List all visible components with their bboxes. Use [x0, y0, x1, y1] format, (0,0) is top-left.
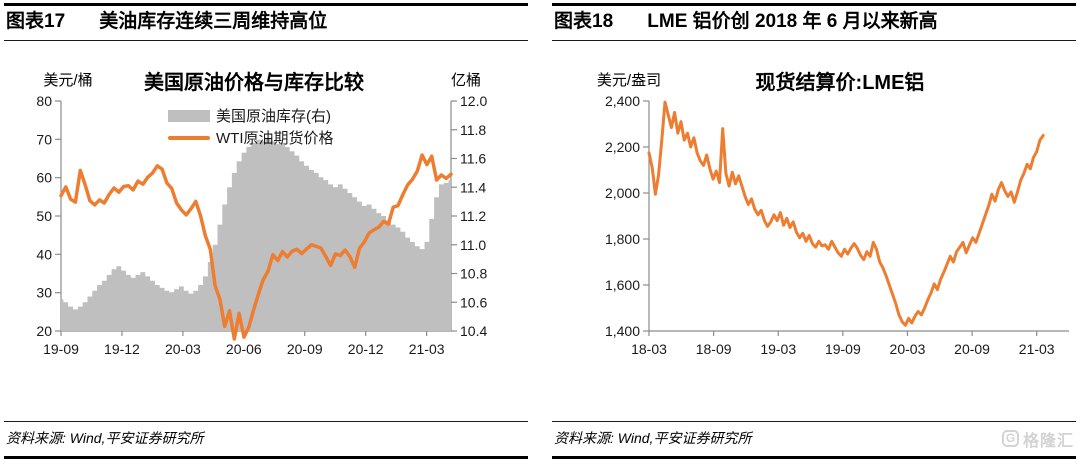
- source-text: 资料来源: Wind,平安证券研究所: [554, 429, 752, 446]
- wti-price-line: [59, 153, 453, 341]
- x-axis-tick-label: 21-03: [409, 341, 445, 357]
- left-axis-tick-label: 80: [36, 93, 52, 109]
- right-axis-tick-label: 11.6: [460, 150, 486, 166]
- gelonghui-watermark: G 格隆汇: [1001, 427, 1074, 451]
- x-axis-tick-label: 20-09: [954, 341, 990, 357]
- x-axis-tick-label: 19-09: [43, 341, 79, 357]
- chart-title: 现货结算价:LME铝: [756, 70, 925, 94]
- x-axis-tick-label: 20-12: [348, 341, 384, 357]
- source-text: 资料来源: Wind,平安证券研究所: [6, 429, 204, 446]
- lme-aluminum-line: [647, 100, 1045, 327]
- x-axis-tick-label: 20-03: [165, 341, 201, 357]
- right-axis-tick-label: 10.8: [460, 265, 487, 281]
- x-axis-tick-label: 18-03: [631, 341, 667, 357]
- gelonghui-logo-text: 格隆汇: [1022, 432, 1074, 450]
- left-axis-tick-label: 60: [36, 170, 52, 186]
- chart-area: 现货结算价:LME铝 美元/盎司 2,400 2,200 2,000 1,800 1,600…: [552, 41, 1076, 421]
- x-axis-tick-label: 18-09: [696, 341, 732, 357]
- left-axis-tick-label: 2,400: [605, 93, 640, 109]
- source-footer: 资料来源: Wind,平安证券研究所: [4, 420, 528, 459]
- right-axis-unit-label: 亿桶: [451, 72, 481, 89]
- us-oil-inventory-price-chart: 美国原油价格与库存比较 美元/桶 亿桶 80 70 60 50 40 30 20 12.0 11.8 1…: [36, 70, 487, 357]
- legend-label-us-crude-inventory-area: 美国原油库存(右): [216, 108, 331, 125]
- left-axis-tick-label: 70: [36, 131, 52, 147]
- left-axis-tick-label: 1,400: [605, 323, 640, 339]
- figure-header: 图表18 LME 铝价创 2018 年 6 月以来新高: [552, 3, 1076, 41]
- figure-tag: 图表17: [6, 11, 66, 32]
- x-axis-tick-label: 19-09: [825, 341, 861, 357]
- chart-title: 美国原油价格与库存比较: [144, 70, 364, 94]
- right-axis-tick-label: 10.4: [460, 323, 487, 339]
- x-axis-tick-label: 20-09: [287, 341, 323, 357]
- right-axis-tick-label: 11.4: [460, 179, 486, 195]
- right-axis-tick-label: 11.0: [460, 237, 486, 253]
- figure-panel-17: 图表17 美油库存连续三周维持高位 美国原油价格与库存比较 美元/桶 亿桶 80 70 6…: [4, 3, 528, 459]
- source-footer: 资料来源: Wind,平安证券研究所 G 格隆汇: [552, 420, 1076, 459]
- x-axis-tick-label: 19-12: [104, 341, 140, 357]
- lme-aluminum-price-chart: 现货结算价:LME铝 美元/盎司 2,400 2,200 2,000 1,800 1,600…: [597, 70, 1069, 357]
- figure-panel-18: 图表18 LME 铝价创 2018 年 6 月以来新高 现货结算价:LME铝 美元…: [552, 3, 1076, 459]
- figure-title: 美油库存连续三周维持高位: [99, 11, 328, 32]
- right-axis-tick-label: 12.0: [460, 93, 487, 109]
- legend-swatch-wti-price-line: [168, 135, 210, 140]
- left-axis-tick-label: 40: [36, 246, 52, 262]
- left-axis-tick-label: 1,600: [605, 277, 640, 293]
- right-axis-tick-label: 11.8: [460, 122, 486, 138]
- right-axis-tick-label: 10.6: [460, 294, 487, 310]
- x-axis-tick-label: 20-06: [226, 341, 262, 357]
- left-axis-tick-label: 20: [36, 323, 52, 339]
- left-axis-tick-label: 2,000: [605, 185, 640, 201]
- left-axis-unit-label: 美元/盎司: [597, 72, 661, 89]
- figure-header: 图表17 美油库存连续三周维持高位: [4, 3, 528, 41]
- x-axis-tick-label: 20-03: [890, 341, 926, 357]
- left-axis-tick-label: 2,200: [605, 139, 640, 155]
- gelonghui-logo-icon: G: [1001, 430, 1019, 448]
- left-axis-tick-label: 50: [36, 208, 52, 224]
- left-axis-unit-label: 美元/桶: [43, 72, 92, 89]
- legend-swatch-us-crude-inventory-area: [168, 109, 210, 122]
- us-crude-inventory-area: [61, 138, 451, 331]
- figure-tag: 图表18: [554, 11, 614, 32]
- x-axis-tick-label: 19-03: [760, 341, 796, 357]
- chart-area: 美国原油价格与库存比较 美元/桶 亿桶 80 70 60 50 40 30 20 12.0 11.8 1…: [4, 41, 528, 421]
- figure-title: LME 铝价创 2018 年 6 月以来新高: [647, 11, 938, 32]
- x-axis-tick-label: 21-03: [1019, 341, 1055, 357]
- right-axis-tick-label: 11.2: [460, 208, 486, 224]
- legend-label-wti-price-line: WTI原油期货价格: [216, 130, 334, 147]
- left-axis-tick-label: 30: [36, 285, 52, 301]
- left-axis-tick-label: 1,800: [605, 231, 640, 247]
